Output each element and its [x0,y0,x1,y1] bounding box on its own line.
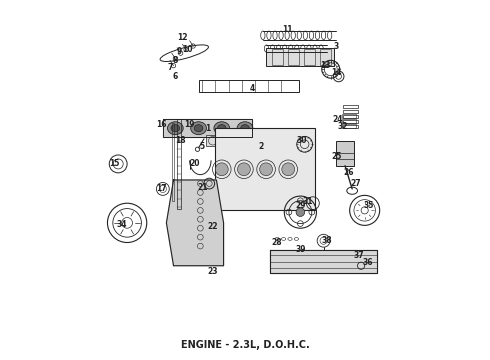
Ellipse shape [237,122,253,135]
Ellipse shape [171,125,180,132]
Text: 6: 6 [172,72,178,81]
Text: 4: 4 [249,84,255,93]
FancyBboxPatch shape [336,141,354,166]
Text: 32: 32 [338,122,348,131]
Text: 25: 25 [331,152,341,161]
Text: 34: 34 [117,220,127,229]
Text: 14: 14 [331,68,342,77]
Polygon shape [270,249,377,273]
Ellipse shape [194,125,203,132]
Text: 11: 11 [283,26,293,35]
Ellipse shape [191,122,206,135]
Circle shape [260,163,272,176]
Text: 19: 19 [184,120,195,129]
Text: 22: 22 [208,222,218,231]
Text: 21: 21 [197,183,207,192]
Text: 9: 9 [176,47,181,56]
Text: 16: 16 [156,120,166,129]
Polygon shape [163,119,252,137]
Text: 3: 3 [334,41,339,50]
Text: 35: 35 [363,201,373,210]
Text: 38: 38 [322,236,333,245]
Text: 10: 10 [183,45,193,54]
Ellipse shape [241,125,249,132]
Text: 24: 24 [333,115,343,124]
Circle shape [282,163,294,176]
Text: 27: 27 [350,179,361,188]
Text: 37: 37 [354,251,365,260]
Circle shape [238,163,250,176]
Ellipse shape [214,122,230,135]
FancyBboxPatch shape [206,135,284,146]
FancyBboxPatch shape [267,48,334,66]
Text: 17: 17 [156,184,167,193]
Ellipse shape [218,125,226,132]
Circle shape [215,163,228,176]
Ellipse shape [168,122,183,135]
Polygon shape [167,180,223,266]
Text: 29: 29 [295,201,306,210]
Text: 2: 2 [258,141,264,150]
Text: 1: 1 [205,124,210,133]
Text: 8: 8 [172,56,178,65]
Text: 7: 7 [167,63,172,72]
Circle shape [296,208,305,216]
Text: 28: 28 [272,238,282,247]
Text: 20: 20 [190,159,200,168]
Text: 18: 18 [175,136,186,145]
Text: 26: 26 [343,168,354,177]
Text: 31: 31 [302,197,313,206]
Text: 12: 12 [177,33,188,42]
Text: 23: 23 [208,267,218,276]
Text: 5: 5 [199,141,205,150]
Text: 39: 39 [295,245,306,254]
Text: 30: 30 [297,136,307,145]
FancyBboxPatch shape [215,128,315,210]
Text: 36: 36 [363,258,373,267]
Text: ENGINE - 2.3L, D.O.H.C.: ENGINE - 2.3L, D.O.H.C. [181,340,309,350]
Text: 13: 13 [320,61,331,70]
Text: 15: 15 [109,159,120,168]
